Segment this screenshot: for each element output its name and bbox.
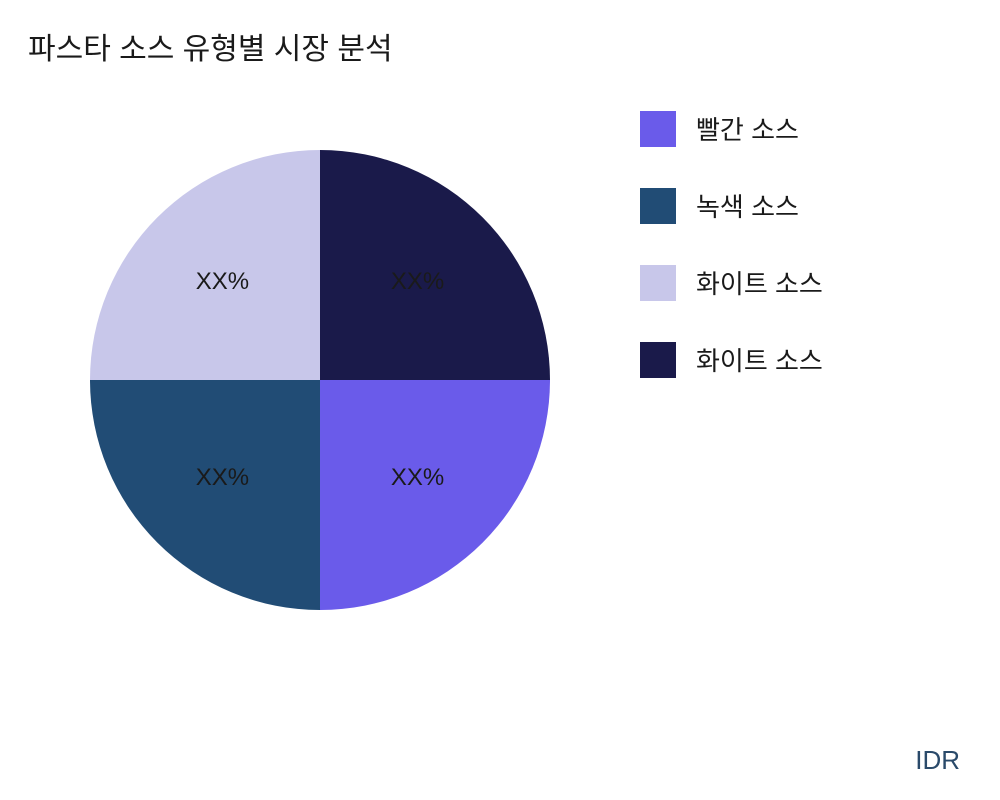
pie-slice: [90, 380, 320, 610]
legend-label: 화이트 소스: [696, 264, 823, 301]
legend-item: 화이트 소스: [640, 264, 823, 301]
footer-text: IDR: [915, 745, 960, 776]
slice-label: XX%: [196, 464, 249, 492]
chart-title: 파스타 소스 유형별 시장 분석: [28, 24, 393, 68]
legend-swatch: [640, 342, 676, 378]
pie-svg: [40, 100, 600, 660]
legend-label: 화이트 소스: [696, 341, 823, 378]
legend-swatch: [640, 111, 676, 147]
pie-slice: [320, 380, 550, 610]
legend-swatch: [640, 265, 676, 301]
slice-label: XX%: [391, 464, 444, 492]
page: 파스타 소스 유형별 시장 분석 XX% XX% XX% XX% 빨간 소스녹색 소스…: [0, 0, 1000, 800]
legend-item: 화이트 소스: [640, 341, 823, 378]
pie-chart: XX% XX% XX% XX%: [40, 100, 600, 660]
slice-label: XX%: [391, 268, 444, 296]
legend-item: 빨간 소스: [640, 110, 823, 147]
legend-label: 녹색 소스: [696, 187, 799, 224]
pie-slice: [90, 150, 320, 380]
legend: 빨간 소스녹색 소스화이트 소스화이트 소스: [640, 110, 823, 418]
legend-label: 빨간 소스: [696, 110, 799, 147]
pie-slice: [320, 150, 550, 380]
slice-label: XX%: [196, 268, 249, 296]
legend-swatch: [640, 188, 676, 224]
legend-item: 녹색 소스: [640, 187, 823, 224]
